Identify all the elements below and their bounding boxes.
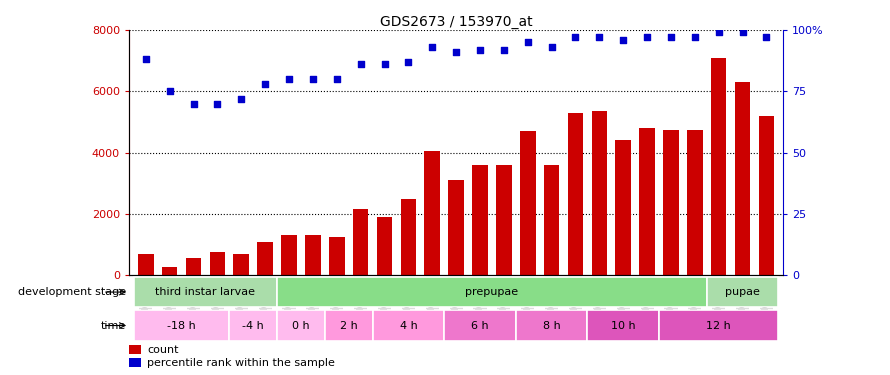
Bar bbox=[230, 310, 277, 341]
Point bbox=[163, 88, 177, 94]
Point bbox=[545, 44, 559, 50]
Bar bbox=[162, 267, 177, 275]
Point bbox=[569, 34, 583, 40]
Bar bbox=[711, 58, 726, 275]
Point bbox=[139, 57, 153, 63]
Bar bbox=[257, 242, 273, 275]
Text: third instar larvae: third instar larvae bbox=[156, 287, 255, 297]
Bar bbox=[616, 140, 631, 275]
Bar bbox=[516, 310, 587, 341]
Point bbox=[712, 30, 726, 36]
Bar bbox=[329, 237, 344, 275]
Bar bbox=[735, 82, 750, 275]
Text: percentile rank within the sample: percentile rank within the sample bbox=[148, 357, 336, 368]
Bar bbox=[233, 254, 249, 275]
Point bbox=[425, 44, 440, 50]
Bar bbox=[592, 111, 607, 275]
Bar bbox=[352, 209, 368, 275]
Text: 10 h: 10 h bbox=[611, 321, 635, 330]
Text: 6 h: 6 h bbox=[471, 321, 489, 330]
Bar bbox=[376, 217, 392, 275]
Bar bbox=[305, 236, 320, 275]
Bar bbox=[449, 180, 464, 275]
Bar bbox=[138, 254, 153, 275]
Text: count: count bbox=[148, 345, 179, 354]
Bar bbox=[707, 277, 779, 308]
Point bbox=[616, 37, 630, 43]
Bar bbox=[639, 128, 655, 275]
Point bbox=[401, 59, 416, 65]
Point bbox=[282, 76, 296, 82]
Point bbox=[735, 30, 749, 36]
Text: 8 h: 8 h bbox=[543, 321, 561, 330]
Point bbox=[473, 46, 487, 53]
Text: 2 h: 2 h bbox=[340, 321, 358, 330]
Text: 4 h: 4 h bbox=[400, 321, 417, 330]
Point bbox=[449, 49, 464, 55]
Bar bbox=[587, 310, 659, 341]
Text: -4 h: -4 h bbox=[242, 321, 264, 330]
Bar bbox=[544, 165, 560, 275]
Point bbox=[353, 62, 368, 68]
Text: time: time bbox=[101, 321, 125, 330]
Point bbox=[521, 39, 535, 45]
Bar bbox=[129, 345, 141, 354]
Bar bbox=[444, 310, 516, 341]
Text: -18 h: -18 h bbox=[167, 321, 196, 330]
Point bbox=[210, 100, 224, 106]
Point bbox=[377, 62, 392, 68]
Bar bbox=[277, 310, 325, 341]
Point bbox=[234, 96, 248, 102]
Bar bbox=[568, 113, 583, 275]
Bar bbox=[281, 236, 296, 275]
Point bbox=[497, 46, 511, 53]
Bar bbox=[473, 165, 488, 275]
Bar bbox=[210, 252, 225, 275]
Bar bbox=[425, 151, 440, 275]
Text: development stage: development stage bbox=[18, 287, 125, 297]
Bar bbox=[663, 130, 679, 275]
Point bbox=[688, 34, 702, 40]
Bar bbox=[759, 116, 774, 275]
Point bbox=[306, 76, 320, 82]
Text: 12 h: 12 h bbox=[707, 321, 731, 330]
Bar bbox=[134, 310, 230, 341]
Bar bbox=[325, 310, 373, 341]
Bar bbox=[496, 165, 512, 275]
Text: prepupae: prepupae bbox=[465, 287, 519, 297]
Point bbox=[258, 81, 272, 87]
Point bbox=[329, 76, 344, 82]
Point bbox=[664, 34, 678, 40]
Point bbox=[640, 34, 654, 40]
Bar bbox=[687, 130, 702, 275]
Bar bbox=[186, 258, 201, 275]
Bar bbox=[400, 199, 417, 275]
Point bbox=[759, 34, 773, 40]
Bar bbox=[277, 277, 707, 308]
Point bbox=[592, 34, 606, 40]
Text: 0 h: 0 h bbox=[292, 321, 310, 330]
Bar bbox=[373, 310, 444, 341]
Title: GDS2673 / 153970_at: GDS2673 / 153970_at bbox=[380, 15, 532, 29]
Point bbox=[186, 100, 200, 106]
Bar bbox=[134, 277, 277, 308]
Bar bbox=[520, 131, 536, 275]
Bar bbox=[659, 310, 779, 341]
Bar bbox=[129, 358, 141, 367]
Text: pupae: pupae bbox=[725, 287, 760, 297]
